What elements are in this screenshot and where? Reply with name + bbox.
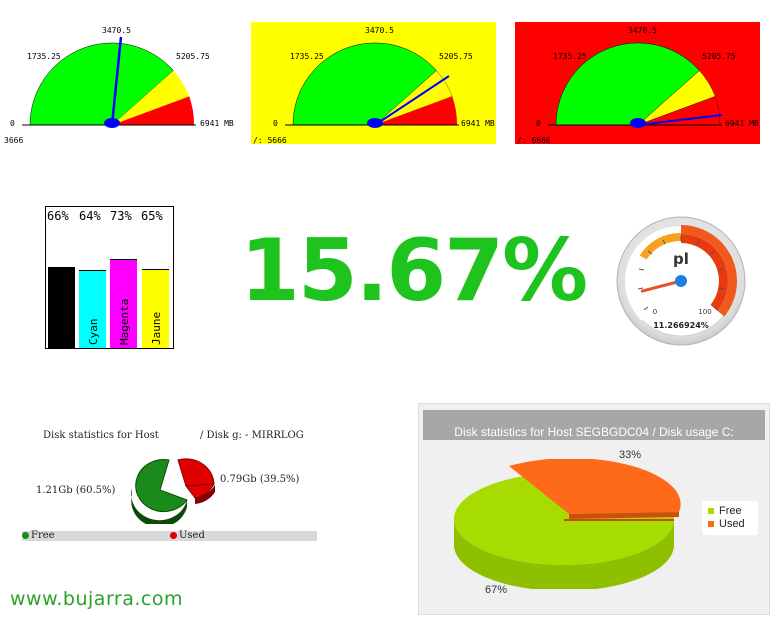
ink-bar-yellow	[142, 269, 169, 348]
disk-mirrlog-title-left: Disk statistics for Host	[43, 430, 159, 441]
gauge-1-svg: 0 1735.25 3470.5 5205.75 6941 MB 3666	[0, 22, 245, 144]
dial-needle	[640, 279, 683, 293]
pie-free-slice	[135, 459, 188, 512]
ink-label-yellow: Jaune	[150, 311, 163, 345]
disk-c-legend: Free Used	[702, 501, 758, 535]
legend-used-label: Used	[179, 530, 205, 541]
ink-bar-magenta	[110, 259, 137, 348]
dial-max: 100	[698, 308, 711, 316]
gauge-3-value: /: 6666	[517, 136, 551, 144]
dial-ticks	[637, 236, 725, 311]
gauge-2-needle	[374, 75, 450, 126]
gauge-2-green-arc	[292, 42, 437, 126]
gauge-3-tick-2: 3470.5	[628, 26, 657, 35]
pie-c-used-slice	[509, 459, 681, 514]
gauge-3-hub	[630, 118, 646, 128]
gauge-2-tick-4: 6941 MB	[461, 119, 495, 128]
disk-gauge-2: 0 1735.25 3470.5 5205.75 6941 MB /: 5666	[251, 22, 496, 144]
pie-c-free-side	[454, 519, 674, 589]
disk-c-legend-used-swatch	[708, 521, 714, 528]
ink-pct-yellow: 65%	[141, 209, 163, 223]
gauge-1-value: 3666	[4, 136, 23, 144]
gauge-2-svg: 0 1735.25 3470.5 5205.75 6941 MB /: 5666	[251, 22, 496, 144]
ink-bar-black	[48, 267, 75, 348]
disk-c-legend-used: Used	[708, 518, 745, 530]
gauge-1-green-arc	[29, 42, 174, 126]
gauge-3-tick-3: 5205.75	[702, 52, 736, 61]
website-link[interactable]: www.bujarra.com	[10, 588, 183, 610]
gauge-2-tick-2: 3470.5	[365, 26, 394, 35]
disk-mirrlog-used-label: 0.79Gb (39.5%)	[220, 474, 300, 485]
legend-free-label: Free	[31, 530, 55, 541]
ink-bar-cyan	[79, 270, 106, 348]
disk-mirrlog-chart: Disk statistics for Host / Disk g: - MIR…	[22, 422, 317, 542]
disk-c-legend-used-label: Used	[719, 518, 745, 530]
dial-orange-arc	[624, 225, 681, 321]
ink-pct-magenta: 73%	[110, 209, 132, 223]
gauge-3-green-arc	[555, 42, 700, 126]
disk-c-used-pct: 33%	[619, 449, 642, 461]
disk-mirrlog-legend: Free Used	[22, 531, 317, 541]
dial-hub	[675, 275, 687, 287]
pie-c-used-side	[564, 519, 674, 521]
dial-value: 11.266924%	[653, 321, 709, 330]
disk-c-chart: Disk statistics for Host SEGBGDC04 / Dis…	[418, 403, 770, 615]
gauge-2-tick-3: 5205.75	[439, 52, 473, 61]
legend-free-dot	[22, 532, 29, 539]
gauge-1-tick-2: 3470.5	[102, 26, 131, 35]
disk-c-legend-free-label: Free	[719, 505, 742, 517]
dial-min: 0	[653, 308, 657, 316]
disk-gauge-3: 0 1735.25 3470.5 5205.75 6941 MB /: 6666	[515, 22, 760, 144]
gauge-1-tick-0: 0	[10, 119, 15, 128]
ink-label-cyan: Cyan	[87, 318, 100, 346]
dial-danger-arc	[681, 225, 737, 317]
gauge-2-value: /: 5666	[253, 136, 287, 144]
gauge-2-tick-1: 1735.25	[290, 52, 324, 61]
big-percentage: 15.67%	[240, 221, 588, 321]
gauge-1-hub	[104, 118, 120, 128]
gauge-2-tick-0: 0	[273, 119, 278, 128]
gauge-3-tick-1: 1735.25	[553, 52, 587, 61]
gauge-1-tick-1: 1735.25	[27, 52, 61, 61]
ink-levels-chart: 66% 64% 73% 65% Cyan Magenta Jaune	[45, 206, 174, 349]
gauge-1-needle	[110, 36, 123, 126]
disk-c-legend-free-swatch	[708, 508, 714, 515]
gauge-1-tick-4: 6941 MB	[200, 119, 234, 128]
legend-free-item: Free	[22, 531, 55, 541]
disk-gauge-1: 0 1735.25 3470.5 5205.75 6941 MB 3666	[0, 22, 245, 144]
gauge-3-tick-0: 0	[536, 119, 541, 128]
ink-pct-cyan: 64%	[79, 209, 101, 223]
disk-mirrlog-free-label: 1.21Gb (60.5%)	[36, 485, 116, 496]
pie-used-slice	[177, 458, 215, 499]
gauge-3-tick-4: 6941 MB	[725, 119, 759, 128]
gauge-2-red-arc	[375, 96, 458, 125]
dial-label: pl	[673, 250, 689, 268]
disk-c-title: Disk statistics for Host SEGBGDC04 / Dis…	[423, 410, 765, 440]
disk-mirrlog-title-right: / Disk g: - MIRRLOG	[200, 430, 304, 441]
gauge-3-needle	[637, 114, 723, 126]
gauge-2-hub	[367, 118, 383, 128]
disk-c-free-pct: 67%	[485, 584, 508, 596]
disk-mirrlog-pie	[131, 458, 215, 524]
disk-c-legend-free: Free	[708, 505, 742, 517]
legend-used-dot	[170, 532, 177, 539]
dial-danger-arc-inner	[681, 234, 728, 311]
gauge-3-svg: 0 1735.25 3470.5 5205.75 6941 MB /: 6666	[515, 22, 760, 144]
gauge-1-yellow-arc	[112, 70, 190, 125]
legend-used-item: Used	[170, 531, 205, 541]
round-dial-gauge: pl 0 100 11.266924%	[616, 216, 746, 346]
ink-pct-black: 66%	[47, 209, 69, 223]
gauge-1-tick-3: 5205.75	[176, 52, 210, 61]
disk-c-pie	[454, 459, 681, 589]
pie-c-used-slice-side	[569, 512, 679, 519]
gauge-1-red-arc	[112, 96, 195, 125]
ink-label-magenta: Magenta	[118, 298, 131, 345]
